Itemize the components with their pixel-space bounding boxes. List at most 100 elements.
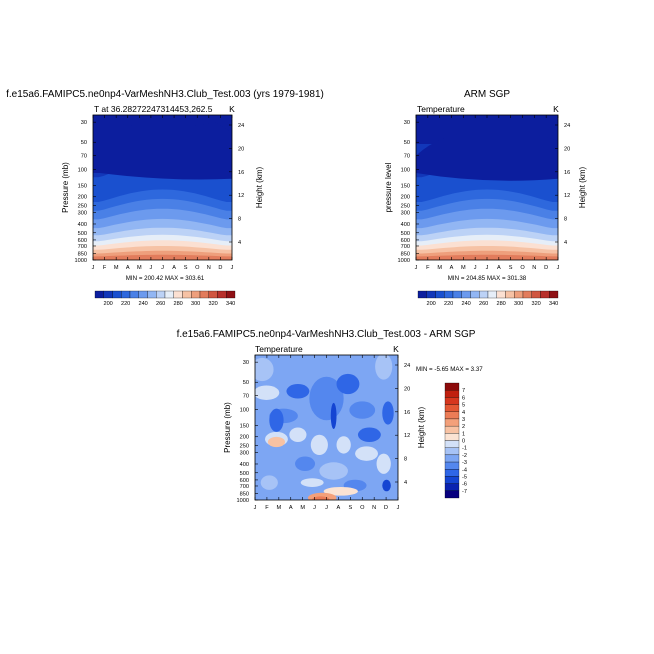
y2-tick-label: 12 — [564, 193, 570, 199]
y2-tick-label: 12 — [404, 433, 410, 439]
contour-fill — [300, 478, 324, 487]
colorbar-label: 320 — [531, 301, 540, 307]
y2-tick-label: 20 — [564, 146, 570, 152]
colorbar-label: 1 — [462, 431, 465, 437]
x-tick-label: J — [325, 505, 328, 511]
colorbar-label: 260 — [156, 301, 165, 307]
colorbar-swatch — [522, 290, 532, 299]
x-tick-label: J — [150, 265, 153, 271]
y-tick-label: 30 — [243, 360, 249, 366]
x-tick-label: M — [137, 265, 142, 271]
colorbar-label: 340 — [226, 301, 235, 307]
x-tick-label: M — [276, 505, 281, 511]
y2-tick-label: 24 — [564, 123, 570, 129]
x-tick-label: M — [437, 265, 442, 271]
colorbar-label: -2 — [462, 453, 467, 459]
y2-tick-label: 8 — [404, 457, 407, 463]
contour-fill — [375, 355, 393, 380]
colorbar-swatch — [444, 382, 460, 391]
colorbar-swatch — [549, 290, 559, 299]
y-tick-label: 1000 — [237, 498, 249, 504]
y2-tick-label: 8 — [238, 217, 241, 223]
y2-tick-label: 24 — [404, 363, 410, 369]
colorbar-label: 300 — [514, 301, 523, 307]
colorbar-label: 0 — [462, 439, 465, 445]
y-tick-label: 700 — [240, 484, 249, 490]
x-tick-label: O — [360, 505, 365, 511]
colorbar-label: 220 — [121, 301, 130, 307]
contour-fill — [382, 401, 394, 425]
x-tick-label: A — [337, 505, 341, 511]
y-tick-label: 70 — [81, 153, 87, 159]
y-tick-label: 30 — [404, 120, 410, 126]
x-tick-label: J — [397, 505, 400, 511]
y-tick-label: 250 — [240, 444, 249, 450]
x-tick-label: J — [486, 265, 489, 271]
x-tick-label: S — [348, 505, 352, 511]
y2-tick-label: 16 — [238, 170, 244, 176]
y-tick-label: 200 — [401, 195, 410, 201]
colorbar-swatch — [426, 290, 436, 299]
colorbar-swatch — [514, 290, 524, 299]
panel-diff-minmax: MIN = -5.65 MAX = 3.37 — [416, 366, 483, 373]
y-tick-label: 150 — [240, 423, 249, 429]
colorbar-label: 280 — [496, 301, 505, 307]
contour-fill — [382, 479, 391, 492]
y-tick-label: 700 — [78, 244, 87, 250]
colorbar-swatch — [531, 290, 541, 299]
x-tick-label: A — [289, 505, 293, 511]
colorbar-swatch — [103, 290, 113, 299]
y-tick-label: 250 — [401, 204, 410, 210]
contour-fill — [267, 436, 286, 448]
x-tick-label: A — [126, 265, 130, 271]
y-tick-label: 50 — [243, 380, 249, 386]
y-tick-label: 1000 — [75, 258, 87, 264]
colorbar-label: 6 — [462, 395, 465, 401]
x-tick-label: S — [184, 265, 188, 271]
x-tick-label: J — [313, 505, 316, 511]
x-tick-label: J — [415, 265, 418, 271]
colorbar-label: 5 — [462, 403, 465, 409]
contour-fill — [255, 385, 280, 400]
contour-fill — [295, 456, 316, 471]
colorbar-swatch — [444, 418, 460, 427]
colorbar-label: 200 — [103, 301, 112, 307]
contour-fill — [310, 434, 328, 456]
colorbar-label: 220 — [444, 301, 453, 307]
y-tick-label: 30 — [81, 120, 87, 126]
y-tick-label: 850 — [240, 492, 249, 498]
colorbar-swatch — [147, 290, 157, 299]
panel-model-minmax: MIN = 200.42 MAX = 303.61 — [126, 275, 205, 282]
colorbar-swatch — [444, 483, 460, 491]
y-tick-label: 100 — [78, 167, 87, 173]
panel-model-unit-label: K — [229, 104, 235, 114]
contour-fill — [286, 384, 310, 399]
x-tick-label: O — [520, 265, 525, 271]
y-tick-label: 500 — [78, 231, 87, 237]
panel-model-ylabel: Pressure (mb) — [61, 162, 70, 213]
y2-tick-label: 4 — [238, 240, 241, 246]
panel-model-title: f.e15a6.FAMIPC5.ne0np4-VarMeshNH3.Club_T… — [6, 89, 324, 100]
panel-obs-unit-label: K — [553, 104, 559, 114]
colorbar-label: 340 — [549, 301, 558, 307]
colorbar-label: -7 — [462, 489, 467, 495]
contour-fill — [357, 427, 381, 442]
panel-model-contour-field — [93, 115, 232, 260]
y-tick-label: 150 — [401, 183, 410, 189]
panel-model-left-label: T at 36.28272247314453,262.5 — [94, 104, 213, 114]
y2-tick-label: 20 — [238, 146, 244, 152]
colorbar-swatch — [461, 290, 471, 299]
contour-fill — [355, 446, 378, 461]
x-tick-label: F — [103, 265, 107, 271]
x-tick-label: D — [384, 505, 388, 511]
colorbar-label: -4 — [462, 467, 467, 473]
panel-diff-title: f.e15a6.FAMIPC5.ne0np4-VarMeshNH3.Club_T… — [177, 329, 476, 340]
colorbar-swatch — [173, 290, 183, 299]
y-tick-label: 300 — [401, 211, 410, 217]
panel-model-colorbar: 200 220 240 260 280 300 320 340 — [94, 290, 235, 307]
colorbar-swatch — [444, 411, 460, 420]
colorbar-swatch — [121, 290, 131, 299]
colorbar-swatch — [444, 440, 460, 448]
